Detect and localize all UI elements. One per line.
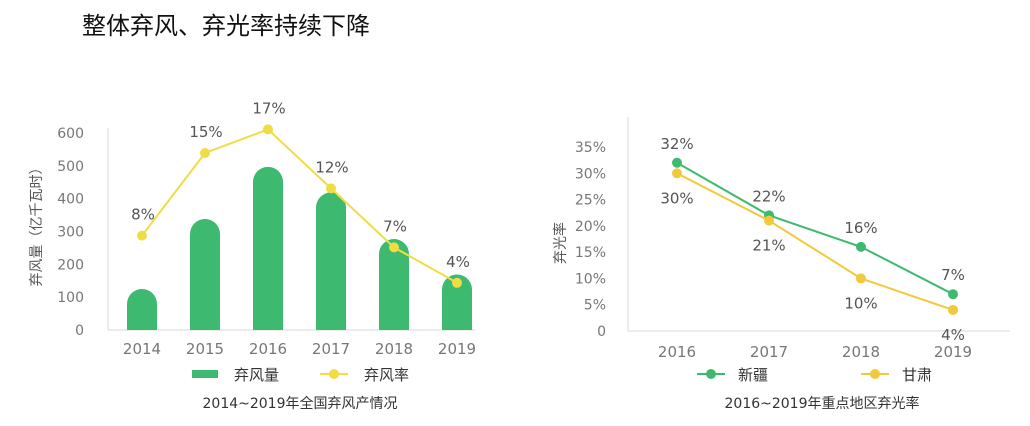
chart1-y-tick-label: 500 — [57, 159, 84, 175]
chart1-x-tick-label: 2016 — [249, 340, 287, 358]
chart1-legend-line-label: 弃风率 — [364, 366, 409, 384]
chart1-legend-bar-swatch — [192, 370, 218, 378]
chart2-legend-marker — [870, 369, 880, 379]
chart2-x-tick-label: 2019 — [934, 343, 972, 361]
chart2-y-tick-label: 25% — [575, 193, 606, 209]
chart2-x-tick-label: 2018 — [842, 343, 880, 361]
chart2-data-label: 10% — [844, 294, 877, 312]
chart2-legend-label: 新疆 — [738, 366, 768, 384]
chart2-point — [764, 215, 774, 226]
chart1-bar — [442, 274, 472, 330]
chart1-rate-label: 15% — [189, 123, 222, 141]
chart1-legend-bar-label: 弃风量 — [234, 366, 279, 384]
chart2-y-tick-label: 20% — [575, 219, 606, 235]
chart1-y-tick-label: 300 — [57, 225, 84, 241]
chart2-series-line — [676, 172, 954, 311]
chart1-rate-point — [452, 277, 462, 288]
chart1-rate-label: 8% — [131, 206, 155, 224]
chart1-rate-line — [141, 128, 458, 284]
chart2-x-tick-label: 2016 — [658, 343, 696, 361]
chart1-x-tick-label: 2015 — [186, 340, 224, 358]
chart1-bar — [379, 239, 409, 330]
chart2-point — [856, 241, 866, 252]
chart1-rate-label: 4% — [446, 253, 470, 271]
chart2-point — [672, 157, 682, 168]
chart1-bar — [127, 288, 157, 330]
chart2-data-label: 22% — [752, 187, 785, 205]
page-title: 整体弃风、弃光率持续下降 — [82, 12, 370, 40]
chart1-y-tick-label: 200 — [57, 257, 84, 273]
chart1-x-tick-label: 2018 — [375, 340, 413, 358]
chart2-data-label: 7% — [941, 266, 965, 284]
chart2-y-tick-label: 30% — [575, 166, 606, 182]
chart1-rate-label: 17% — [252, 99, 285, 117]
chart1-y-tick-label: 600 — [57, 126, 84, 142]
chart2-x-tick-label: 2017 — [750, 343, 788, 361]
chart1-rate-point — [326, 183, 336, 194]
chart2-legend-marker — [706, 369, 716, 379]
chart2-data-label: 21% — [752, 237, 785, 255]
chart1-legend-line-marker — [329, 369, 339, 379]
chart1-y-tick-label: 100 — [57, 290, 84, 306]
chart1-x-tick-label: 2019 — [438, 340, 476, 358]
chart2-y-tick-label: 0 — [597, 324, 606, 340]
chart2-data-label: 4% — [941, 326, 965, 344]
chart2-y-tick-label: 10% — [575, 271, 606, 287]
chart1-rate-label: 7% — [383, 217, 407, 235]
chart2-data-label: 16% — [844, 219, 877, 237]
chart2-y-tick-label: 5% — [584, 298, 606, 314]
chart2-y-tick-label: 35% — [575, 140, 606, 156]
chart2-point — [856, 273, 866, 284]
chart1-y-tick-label: 0 — [75, 323, 84, 339]
chart2-series-line — [676, 161, 954, 296]
chart1-rate-point — [389, 242, 399, 253]
chart1-y-tick-label: 400 — [57, 192, 84, 208]
chart1-bar — [316, 192, 346, 330]
chart1-bar — [253, 166, 283, 330]
chart1-y-axis-label: 弃风量（亿千瓦时） — [29, 161, 45, 287]
chart2-data-label: 32% — [660, 135, 693, 153]
chart1-rate-point — [200, 148, 210, 158]
chart2-point — [672, 168, 682, 179]
chart1-rate-label: 12% — [315, 158, 348, 176]
chart1-caption: 2014~2019年全国弃风产情况 — [203, 395, 398, 412]
chart2-y-tick-label: 15% — [575, 245, 606, 261]
chart1-bar — [190, 219, 220, 330]
chart2-legend-label: 甘肃 — [902, 366, 932, 384]
chart2-caption: 2016~2019年重点地区弃光率 — [725, 395, 920, 412]
chart1-rate-point — [137, 230, 147, 241]
chart1-x-tick-label: 2017 — [312, 340, 350, 358]
chart2-point — [948, 304, 958, 315]
chart2-point — [948, 289, 958, 300]
chart1-rate-point — [263, 124, 273, 135]
chart2-data-label: 30% — [660, 189, 693, 207]
chart2-y-axis-label: 弃光率 — [552, 222, 569, 264]
chart1-x-tick-label: 2014 — [123, 340, 161, 358]
